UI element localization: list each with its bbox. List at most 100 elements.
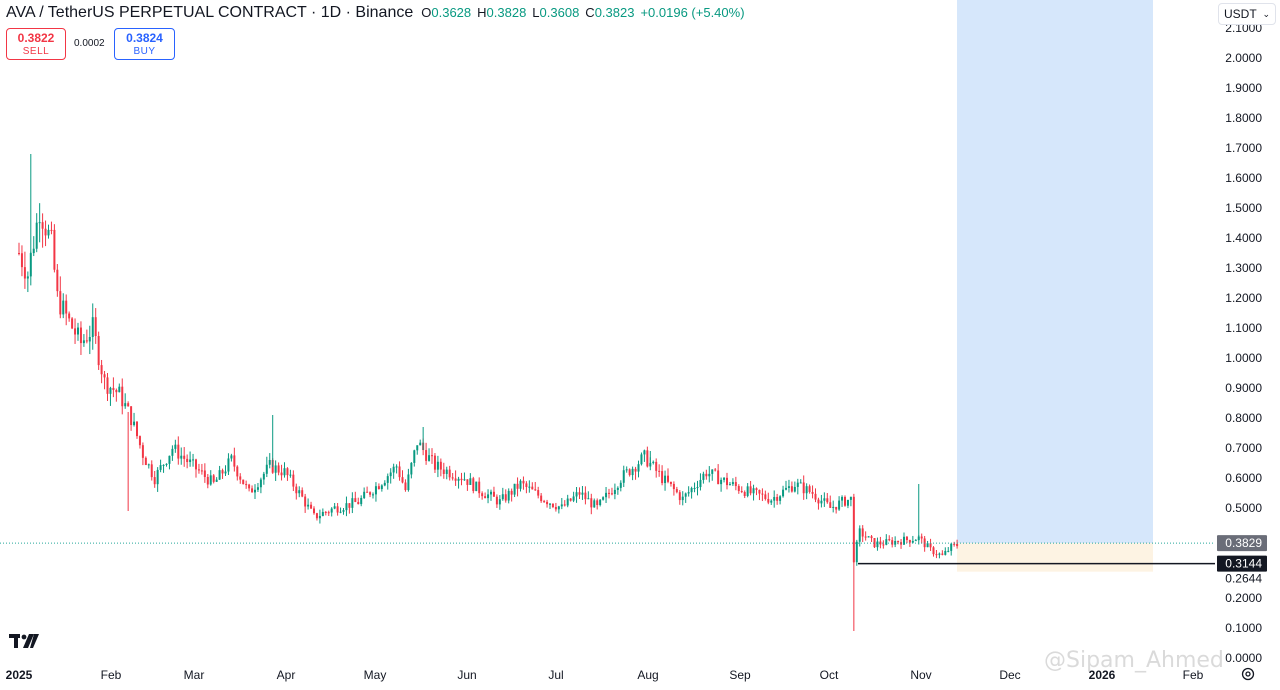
candle-body [852, 496, 855, 563]
candle-body [507, 490, 510, 501]
candle-body [593, 500, 596, 508]
symbol-title[interactable]: AVA / TetherUS PERPETUAL CONTRACT · 1D ·… [6, 4, 414, 21]
price-axis[interactable]: 0.0000 0.1000 0.2000 0.2644 0.5000 0.6000 0.70… [1217, 21, 1267, 665]
candle-body [147, 464, 150, 466]
candle-body [478, 481, 481, 494]
candle-body [504, 494, 507, 501]
stop-zone [957, 543, 1153, 572]
candle-body [720, 479, 723, 485]
candle-body [956, 543, 959, 547]
candle-body [858, 528, 861, 542]
candle-body [587, 498, 590, 500]
candle-body [115, 390, 118, 393]
open-value: 0.3628 [431, 5, 472, 20]
candle-body [121, 386, 124, 407]
candle-body [935, 554, 938, 556]
candle-body [324, 511, 327, 513]
candle-body [522, 480, 525, 484]
candle-body [581, 492, 584, 495]
candle-body [401, 477, 404, 483]
time-tick-label: Aug [637, 668, 658, 682]
current-price-tag-text: 0.3829 [1225, 536, 1262, 550]
price-tick-label: 0.9000 [1225, 381, 1262, 395]
candle-body [740, 491, 743, 493]
candle-body [85, 340, 88, 342]
candle-body [525, 483, 528, 488]
tradingview-logo[interactable] [9, 634, 39, 648]
candle-body [445, 469, 448, 474]
candle-body [826, 498, 829, 503]
candle-body [941, 553, 944, 555]
price-tick-label: 1.8000 [1225, 111, 1262, 125]
candle-body [696, 487, 699, 489]
price-tick-label: 0.2000 [1225, 591, 1262, 605]
candle-body [259, 479, 262, 488]
price-tick-label: 1.6000 [1225, 171, 1262, 185]
time-axis[interactable]: 2025 Feb Mar Apr May Jun Jul Aug Sep Oct Nov Dec 202… [6, 668, 1204, 682]
candle-body [699, 479, 702, 488]
candle-body [230, 455, 233, 459]
candle-body [767, 498, 770, 503]
candle-body [124, 403, 127, 407]
candle-body [469, 478, 472, 485]
candle-body [460, 478, 463, 481]
candle-body [917, 536, 920, 541]
candles [18, 154, 959, 631]
candle-body [929, 543, 932, 548]
candle-body [814, 493, 817, 500]
candle-body [189, 459, 192, 463]
projection-zone [957, 0, 1153, 572]
candle-body [88, 336, 91, 342]
sell-button[interactable]: 0.3822 SELL [6, 28, 66, 60]
candle-body [383, 482, 386, 486]
candle-body [841, 496, 844, 501]
candle-body [242, 479, 245, 485]
candle-body [867, 536, 870, 538]
candle-body [197, 469, 200, 471]
candle-body [183, 455, 186, 459]
candle-body [596, 500, 599, 505]
candle-body [678, 492, 681, 501]
candle-body [625, 469, 628, 471]
candle-body [557, 506, 560, 510]
candle-body [832, 506, 835, 508]
watermark-text: @Sipam_Ahmed [1044, 648, 1224, 673]
candle-body [274, 465, 277, 473]
buy-label: BUY [133, 46, 156, 57]
currency-select[interactable]: USDT ⌄ [1218, 3, 1276, 25]
candle-body [91, 317, 94, 337]
price-tick-label: 0.1000 [1225, 621, 1262, 635]
candle-body [357, 501, 360, 505]
buy-button[interactable]: 0.3824 BUY [114, 28, 175, 60]
candle-body [540, 495, 543, 502]
candle-body [537, 490, 540, 496]
candle-body [891, 540, 894, 545]
candle-body [321, 511, 324, 516]
candle-body [233, 455, 236, 467]
candle-body [77, 327, 79, 335]
settings-icon[interactable] [1240, 666, 1256, 682]
candle-body [490, 491, 492, 495]
candle-body [372, 494, 374, 496]
price-tick-label: 1.4000 [1225, 231, 1262, 245]
candle-body [690, 488, 693, 493]
candle-body [560, 504, 563, 507]
candle-body [100, 365, 103, 375]
candle-body [168, 455, 171, 464]
candle-body [413, 450, 416, 463]
candle-body [112, 387, 115, 391]
price-tick-label: 1.9000 [1225, 81, 1262, 95]
candle-body [82, 340, 85, 344]
candle-body [708, 473, 711, 477]
candle-body [419, 442, 422, 446]
candle-body [484, 496, 487, 499]
candle-body [310, 504, 313, 509]
candle-body [498, 499, 501, 505]
candle-body [820, 500, 823, 504]
candle-body [369, 492, 372, 495]
time-tick-label: Apr [277, 668, 296, 682]
candle-body [159, 465, 162, 470]
time-tick-label: Feb [1183, 668, 1204, 682]
price-tick-label: 2.0000 [1225, 51, 1262, 65]
